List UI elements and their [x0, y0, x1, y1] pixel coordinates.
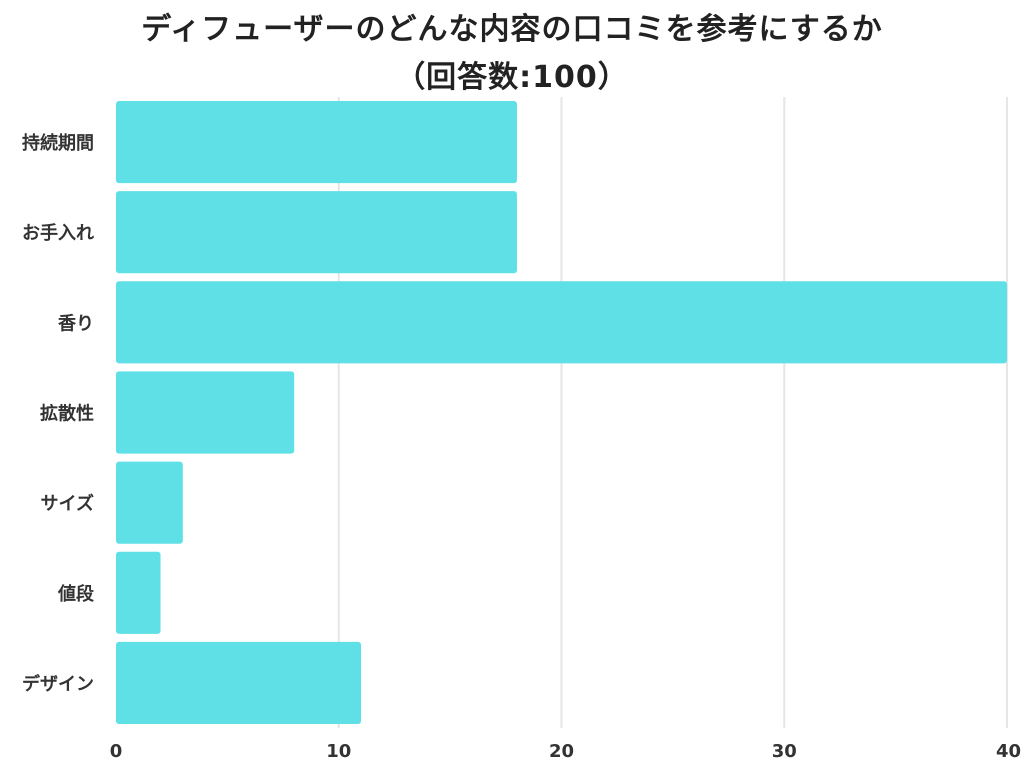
x-tick-label: 20 — [549, 741, 574, 762]
bar — [116, 461, 183, 544]
x-tick-label: 0 — [110, 741, 123, 762]
bar — [116, 281, 1007, 364]
category-label: 拡散性 — [40, 403, 94, 425]
x-tick-label: 40 — [996, 741, 1021, 762]
x-tick-label: 10 — [326, 741, 351, 762]
category-label: デザイン — [22, 673, 94, 695]
chart-title: ディフューザーのどんな内容の口コミを参考にするか — [141, 12, 883, 47]
x-tick-label: 30 — [772, 741, 797, 762]
bar — [116, 371, 295, 454]
bar — [116, 101, 517, 184]
category-label: 値段 — [57, 583, 95, 605]
category-label: 持続期間 — [22, 132, 94, 154]
bar — [116, 191, 517, 274]
chart-subtitle: （回答数:100） — [395, 60, 629, 95]
category-label: 香り — [57, 313, 94, 334]
bar — [116, 551, 161, 634]
category-label: お手入れ — [22, 222, 94, 244]
bars — [116, 101, 1007, 724]
category-label: サイズ — [41, 493, 94, 515]
x-axis-ticks: 0 10 20 30 40 — [110, 741, 1021, 762]
bar — [116, 641, 362, 724]
